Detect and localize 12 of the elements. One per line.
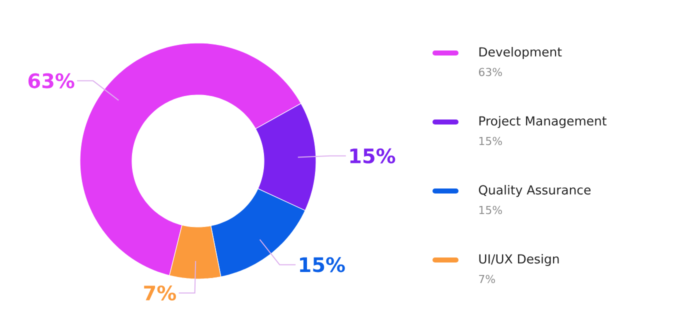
legend-label: Project Management bbox=[479, 116, 607, 128]
legend-label: Quality Assurance bbox=[478, 184, 591, 198]
text: 15% bbox=[479, 136, 502, 146]
legend-label: Development bbox=[479, 46, 562, 60]
data-label: 15% bbox=[300, 257, 345, 272]
data-label: 63% bbox=[28, 73, 74, 88]
text: 7% bbox=[479, 274, 495, 284]
text: 63% bbox=[478, 68, 502, 76]
text: 15% bbox=[479, 206, 502, 214]
data-label: 15% bbox=[350, 148, 396, 164]
data-label: 7% bbox=[144, 285, 176, 301]
legend-label: UI/UX Design bbox=[479, 254, 559, 266]
